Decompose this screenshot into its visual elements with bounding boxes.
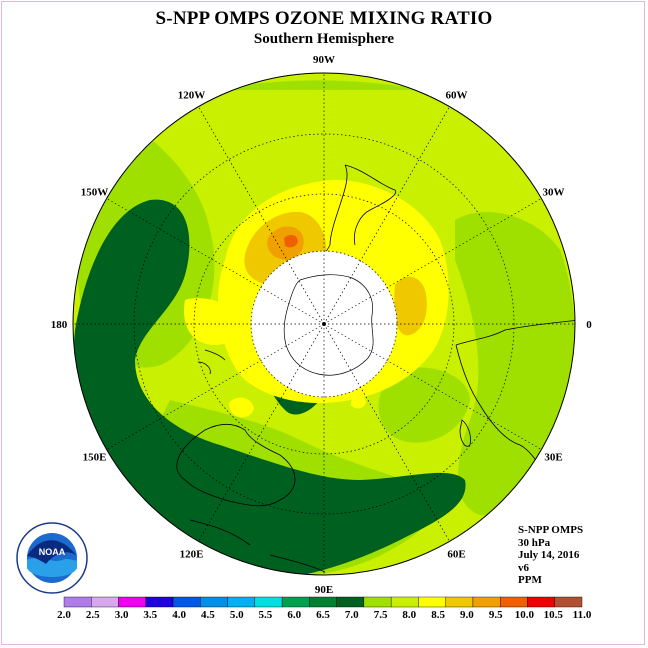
- coastlines: [176, 164, 575, 573]
- longitude-label: 0: [586, 319, 592, 331]
- colorbar-label: 7.0: [345, 609, 359, 621]
- colorbar-swatch: [254, 596, 283, 608]
- colorbar-label: 3.0: [115, 609, 129, 621]
- longitude-label: 120E: [180, 549, 204, 561]
- colorbar-label: 6.5: [316, 609, 330, 621]
- colorbar-label: 9.0: [460, 609, 474, 621]
- longitude-label: 30E: [544, 452, 562, 464]
- colorbar-label: 5.5: [259, 609, 273, 621]
- colorbar-label: 6.0: [287, 609, 301, 621]
- latitude-circle: [133, 133, 515, 515]
- version-label: v6: [518, 561, 529, 574]
- colorbar-label: 10.0: [515, 609, 535, 621]
- colorbar-swatch: [527, 596, 555, 608]
- colorbar-label: 10.5: [544, 609, 564, 621]
- colorbar-swatch: [172, 596, 201, 608]
- colorbar-swatch: [91, 596, 119, 608]
- madagascar: [459, 419, 471, 447]
- noaa-logo: NOAA: [16, 522, 88, 594]
- meridian-line: [323, 106, 450, 325]
- logo-wave: [27, 558, 77, 577]
- colorbar-label: 4.0: [172, 609, 186, 621]
- colorbar-swatch: [63, 596, 92, 608]
- meridian-line: [323, 198, 542, 325]
- contour-10-0-core: [284, 234, 298, 248]
- colorbar-swatch: [200, 596, 228, 608]
- units-label: PPM: [518, 574, 542, 587]
- colorbar-swatch: [418, 596, 446, 608]
- colorbar-swatch: [145, 596, 174, 608]
- latitude-circle: [193, 193, 455, 455]
- colorbar-swatch: [472, 596, 501, 608]
- colorbar-label: 11.0: [573, 609, 592, 621]
- pressure-label: 30 hPa: [518, 536, 551, 549]
- indonesia: [189, 519, 326, 573]
- south-america-coast: [329, 164, 397, 246]
- meridian-line: [198, 323, 325, 542]
- contour-8-5-spot: [229, 397, 254, 418]
- colorbar-label: 8.5: [431, 609, 445, 621]
- meridian-line: [198, 106, 325, 325]
- colorbar-swatch: [336, 596, 365, 608]
- south-pole-marker: [322, 322, 326, 326]
- longitude-label: 150E: [83, 452, 107, 464]
- colorbar-label: 2.5: [86, 609, 100, 621]
- colorbar-label: 3.5: [143, 609, 157, 621]
- longitude-label: 150W: [81, 187, 109, 199]
- meridian-line: [323, 323, 542, 450]
- colorbar-label: 7.5: [374, 609, 388, 621]
- info-panel: S-NPP OMPS 30 hPa July 14, 2016 v6 PPM: [518, 524, 583, 587]
- map-boundary: [72, 72, 576, 576]
- meridian-line: [106, 323, 325, 450]
- longitude-label: 30W: [543, 187, 565, 199]
- map-subtitle: Southern Hemisphere: [253, 31, 395, 47]
- contour-7-0-west: [73, 199, 466, 575]
- longitude-label: 180: [51, 319, 68, 331]
- colorbar-swatch: [227, 596, 256, 608]
- colorbar-label: 2.0: [57, 609, 71, 621]
- meridian-line: [106, 198, 325, 325]
- colorbar-swatch: [500, 596, 528, 608]
- colorbar-swatch: [445, 596, 474, 608]
- colorbar-label: 4.5: [201, 609, 215, 621]
- longitude-label: 60W: [446, 90, 468, 102]
- contour-7-5-ring: [378, 367, 470, 443]
- longitude-labels: 90W 60W 30W 0 30E 60E 90E 120E 150E 180 150W 120W: [51, 54, 593, 596]
- meridian-line: [323, 323, 450, 542]
- date-label: July 14, 2016: [518, 549, 580, 562]
- australia-coast: [176, 423, 296, 507]
- graticule: [73, 73, 575, 575]
- colorbar-swatch: [281, 596, 310, 608]
- map-title: S-NPP OMPS OZONE MIXING RATIO: [155, 8, 493, 29]
- longitude-label: 60E: [447, 549, 465, 561]
- contour-8-5-west: [184, 298, 242, 345]
- colorbar-swatch: [390, 596, 419, 608]
- colorbar-swatch: [309, 596, 337, 608]
- colorbar: 2.0 2.5 3.0 3.5 4.0 4.5 5.0 5.5 6.0 6.5 7.0 7.5 8.0 8…: [57, 596, 592, 621]
- colorbar-swatch: [554, 596, 583, 608]
- instrument-label: S-NPP OMPS: [518, 524, 584, 536]
- colorbar-label: 8.0: [402, 609, 416, 621]
- logo-bird: [27, 540, 77, 564]
- contour-8-5-small: [351, 394, 366, 409]
- colorbar-swatch: [363, 596, 392, 608]
- longitude-label: 120W: [178, 90, 206, 102]
- longitude-label: 90W: [313, 54, 335, 66]
- africa-coast: [455, 319, 575, 481]
- contour-9-0-east: [394, 276, 427, 336]
- colorbar-label: 5.0: [230, 609, 244, 621]
- colorbar-label: 9.5: [489, 609, 503, 621]
- logo-text: NOAA: [39, 547, 66, 557]
- colorbar-swatch: [118, 596, 146, 608]
- longitude-label: 90E: [315, 584, 333, 596]
